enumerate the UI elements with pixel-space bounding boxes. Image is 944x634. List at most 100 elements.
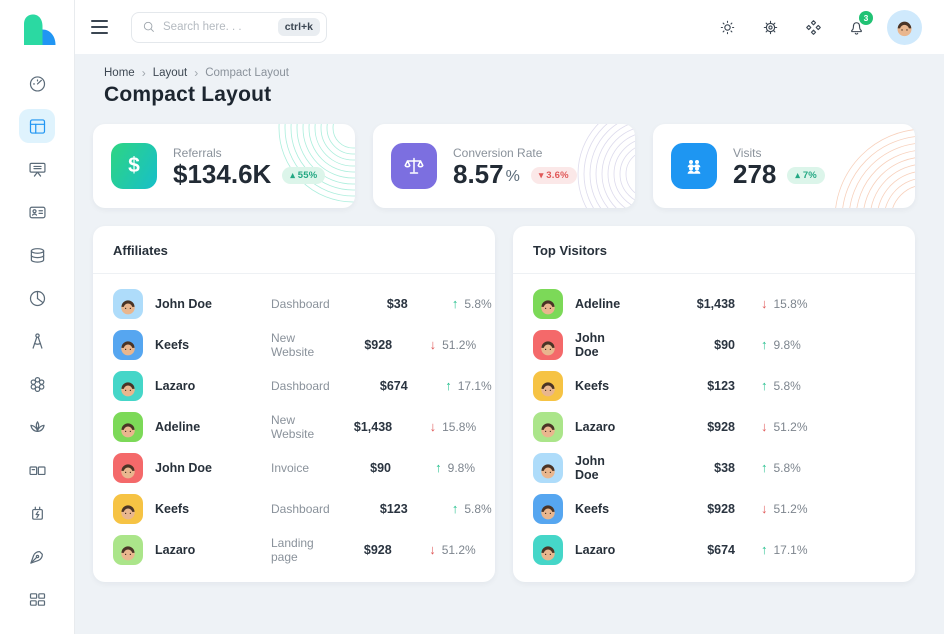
affiliate-name: John Doe: [155, 460, 212, 475]
sidebar-item-layout[interactable]: [19, 109, 55, 143]
avatar: [113, 288, 143, 319]
affiliate-change: 9.8%: [403, 460, 475, 475]
affiliate-name: Lazaro: [155, 378, 196, 393]
sidebar-item-dashboard[interactable]: [19, 66, 55, 100]
trend-arrow-icon: [435, 460, 442, 475]
avatar-face: [541, 299, 555, 314]
avatar: [533, 534, 563, 565]
table-row[interactable]: Adeline $1,438 15.8%: [533, 283, 895, 324]
breadcrumb-layout[interactable]: Layout: [152, 67, 188, 79]
sidebar-item-presentation[interactable]: [19, 152, 55, 186]
sidebar-item-compass[interactable]: [19, 324, 55, 358]
theme-toggle-button[interactable]: [715, 15, 739, 39]
visitor-name: John Doe: [575, 453, 605, 482]
trend-arrow-icon: [761, 337, 768, 352]
affiliates-table: John Doe Dashboard $38 5.8%: [93, 274, 495, 582]
avatar-face: [541, 504, 555, 519]
stat-label: Conversion Rate: [453, 145, 543, 160]
sidebar-item-pen[interactable]: [19, 539, 55, 573]
avatar-face: [541, 381, 555, 396]
sidebar-item-id-card[interactable]: [19, 195, 55, 229]
avatar-face: [541, 545, 555, 560]
sidebar-item-database[interactable]: [19, 238, 55, 272]
table-row[interactable]: Lazaro $674 17.1%: [533, 529, 895, 570]
sidebar: [0, 0, 75, 634]
search-shortcut-chip: ctrl+k: [277, 18, 320, 36]
page-header: Home › Layout › Compact Layout Compact L…: [93, 66, 915, 107]
stat-unit: %: [505, 167, 520, 185]
visitor-amount: $674: [707, 542, 735, 557]
affiliate-site: Dashboard: [271, 296, 330, 311]
table-row[interactable]: Keefs $123 5.8%: [533, 365, 895, 406]
sidebar-item-flower[interactable]: [19, 367, 55, 401]
table-row[interactable]: Lazaro Landing page $928 51.2%: [113, 529, 476, 570]
breadcrumb-current: Compact Layout: [205, 67, 289, 79]
breadcrumb: Home › Layout › Compact Layout: [104, 66, 915, 80]
search-input[interactable]: [163, 21, 278, 33]
table-row[interactable]: Keefs $928 51.2%: [533, 488, 895, 529]
table-row[interactable]: Lazaro Dashboard $674 17.1%: [113, 365, 492, 406]
sun-icon: [720, 20, 734, 34]
affiliate-amount: $90: [370, 460, 391, 475]
trend-arrow-icon: [761, 501, 768, 516]
app-logo[interactable]: [14, 8, 60, 52]
affiliate-change: 15.8%: [404, 419, 476, 434]
affiliates-title: Affiliates: [113, 243, 168, 258]
blocks-icon: [29, 592, 45, 606]
avatar: [533, 288, 563, 319]
trend-arrow-icon: [761, 542, 768, 557]
affiliate-amount: $674: [379, 378, 408, 393]
stat-label: Referrals: [173, 145, 222, 160]
affiliate-amount: $1,438: [353, 419, 393, 434]
visitor-name: John Doe: [575, 330, 605, 359]
affiliate-name: Keefs: [155, 501, 190, 516]
top-visitors-table: Adeline $1,438 15.8%: [513, 274, 915, 582]
affiliate-amount: $928: [364, 337, 393, 352]
affiliate-site: Invoice: [271, 460, 310, 475]
stat-change-badge: 55%: [282, 166, 326, 184]
avatar-face: [897, 21, 912, 36]
sidebar-item-plugin[interactable]: [19, 496, 55, 530]
apps-button[interactable]: [801, 15, 825, 39]
presentation-icon: [28, 162, 46, 177]
affiliate-name: Adeline: [155, 419, 201, 434]
user-avatar[interactable]: [887, 9, 922, 45]
breadcrumb-home[interactable]: Home: [104, 67, 135, 79]
search-icon: [143, 21, 154, 32]
affiliate-site: New Website: [271, 412, 315, 441]
table-row[interactable]: Keefs Dashboard $123 5.8%: [113, 488, 492, 529]
visitor-change: 15.8%: [747, 296, 839, 311]
avatar-face: [121, 340, 135, 355]
search-box[interactable]: ctrl+k: [131, 11, 327, 43]
table-row[interactable]: John Doe $90 9.8%: [533, 324, 895, 365]
avatar-face: [541, 422, 555, 437]
visitor-name: Keefs: [575, 501, 610, 516]
avatar-face: [121, 422, 135, 437]
stat-value: 8.57: [453, 158, 504, 189]
avatar-face: [121, 299, 135, 314]
table-row[interactable]: John Doe $38 5.8%: [533, 447, 895, 488]
table-row[interactable]: John Doe Dashboard $38 5.8%: [113, 283, 492, 324]
table-row[interactable]: Keefs New Website $928 51.2%: [113, 324, 476, 365]
table-row[interactable]: John Doe Invoice $90 9.8%: [113, 447, 475, 488]
sidebar-item-pie-chart[interactable]: [19, 281, 55, 315]
sidebar-item-pages[interactable]: [19, 453, 55, 487]
affiliate-name: John Doe: [155, 296, 212, 311]
notifications-button[interactable]: 3: [844, 11, 873, 39]
pie-chart-icon: [29, 290, 45, 306]
breadcrumb-separator: ›: [141, 66, 146, 80]
settings-button[interactable]: [758, 15, 782, 39]
affiliates-header: Affiliates: [93, 226, 495, 274]
table-row[interactable]: Adeline New Website $1,438 15.8%: [113, 406, 476, 447]
sidebar-item-blocks[interactable]: [19, 582, 55, 616]
visitor-name: Lazaro: [575, 419, 616, 434]
affiliates-card: Affiliates Joh: [93, 226, 495, 582]
visitor-change: 51.2%: [747, 501, 839, 516]
stat-change-badge: 7%: [787, 166, 825, 184]
table-row[interactable]: Lazaro $928 51.2%: [533, 406, 895, 447]
visitor-change: 17.1%: [747, 542, 839, 557]
gear-icon: [763, 20, 777, 34]
menu-toggle-button[interactable]: [91, 14, 117, 40]
compass-icon: [32, 332, 42, 349]
sidebar-item-lotus[interactable]: [19, 410, 55, 444]
